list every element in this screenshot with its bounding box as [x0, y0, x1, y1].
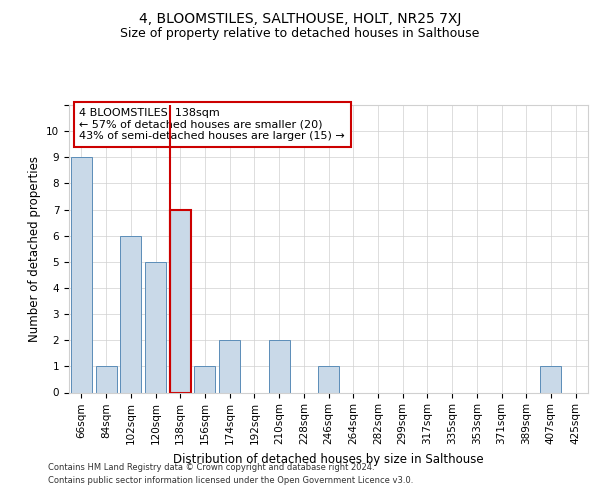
X-axis label: Distribution of detached houses by size in Salthouse: Distribution of detached houses by size … — [173, 452, 484, 466]
Text: Size of property relative to detached houses in Salthouse: Size of property relative to detached ho… — [121, 28, 479, 40]
Bar — [120, 236, 141, 392]
Bar — [269, 340, 290, 392]
Bar — [541, 366, 562, 392]
Text: Contains public sector information licensed under the Open Government Licence v3: Contains public sector information licen… — [48, 476, 413, 485]
Text: Contains HM Land Registry data © Crown copyright and database right 2024.: Contains HM Land Registry data © Crown c… — [48, 462, 374, 471]
Bar — [71, 158, 92, 392]
Text: 4 BLOOMSTILES: 138sqm
← 57% of detached houses are smaller (20)
43% of semi-deta: 4 BLOOMSTILES: 138sqm ← 57% of detached … — [79, 108, 345, 141]
Bar — [95, 366, 116, 392]
Bar — [194, 366, 215, 392]
Y-axis label: Number of detached properties: Number of detached properties — [28, 156, 41, 342]
Text: 4, BLOOMSTILES, SALTHOUSE, HOLT, NR25 7XJ: 4, BLOOMSTILES, SALTHOUSE, HOLT, NR25 7X… — [139, 12, 461, 26]
Bar — [318, 366, 339, 392]
Bar — [145, 262, 166, 392]
Bar — [219, 340, 240, 392]
Bar — [170, 210, 191, 392]
